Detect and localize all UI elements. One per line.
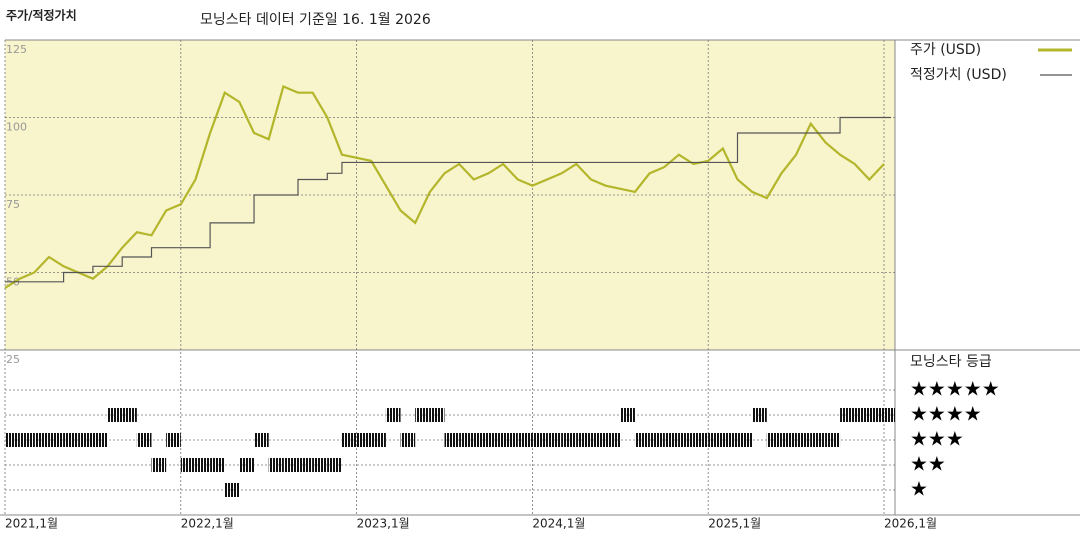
rating-mark (825, 433, 841, 447)
rating-mark (385, 408, 401, 422)
rating-mark (268, 458, 284, 472)
rating-mark (634, 433, 650, 447)
rating-mark (649, 433, 665, 447)
rating-mark (605, 433, 621, 447)
rating-mark (561, 433, 577, 447)
rating-mark (854, 408, 870, 422)
chart-subtitle: 모닝스타 데이터 기준일 16. 1월 2026 (200, 12, 431, 28)
rating-mark (517, 433, 533, 447)
rating-mark (48, 433, 64, 447)
rating-mark (840, 408, 855, 422)
rating-mark (547, 433, 562, 447)
rating-mark (664, 433, 679, 447)
rating-label: ★★★★★ (910, 377, 1000, 401)
x-tick-label: 2024,1월 (532, 517, 585, 531)
rating-mark (708, 433, 723, 447)
rating-mark (341, 433, 357, 447)
rating-mark (254, 433, 269, 447)
rating-mark (107, 408, 123, 422)
x-tick-label: 2022,1월 (181, 517, 234, 531)
rating-mark (5, 433, 20, 447)
rating-mark (166, 433, 181, 447)
rating-label: ★ (910, 477, 928, 501)
rating-mark (678, 433, 694, 447)
rating-mark (752, 408, 767, 422)
rating-mark (576, 433, 591, 447)
x-tick-label: 2026,1월 (884, 517, 937, 531)
rating-mark (620, 408, 635, 422)
legend-label: 적정가치 (USD) (910, 67, 1007, 83)
rating-mark (400, 433, 416, 447)
rating-mark (283, 458, 298, 472)
legend-label: 주가 (USD) (910, 42, 981, 58)
rating-label: ★★★★ (910, 402, 982, 426)
rating-mark (151, 458, 167, 472)
rating-mark (34, 433, 49, 447)
rating-mark (312, 458, 328, 472)
rating-mark (473, 433, 489, 447)
rating-mark (722, 433, 738, 447)
rating-mark (869, 408, 884, 422)
rating-mark (210, 458, 225, 472)
rating-label: ★★★ (910, 427, 964, 451)
x-tick-label: 2021,1월 (5, 517, 58, 531)
rating-mark (122, 408, 137, 422)
rating-mark (195, 458, 211, 472)
rating-mark (737, 433, 753, 447)
rating-mark (19, 433, 35, 447)
rating-mark (488, 433, 504, 447)
series-line (5, 116, 891, 283)
rating-mark (781, 433, 797, 447)
rating-mark (356, 433, 372, 447)
rating-mark (532, 433, 548, 447)
series-line (4, 84, 885, 289)
rating-mark (591, 433, 606, 447)
x-tick-label: 2023,1월 (357, 517, 410, 531)
rating-mark (92, 433, 108, 447)
x-tick-label: 2025,1월 (708, 517, 761, 531)
rating-mark (298, 458, 313, 472)
rating-mark (884, 408, 895, 422)
rating-mark (766, 433, 782, 447)
rating-label: ★★ (910, 452, 946, 476)
y-tick-label: 75 (6, 198, 20, 211)
rating-mark (180, 458, 196, 472)
rating-mark (136, 433, 152, 447)
rating-mark (429, 408, 445, 422)
rating-mark (503, 433, 518, 447)
chart-title: 주가/적정가치 (6, 8, 77, 23)
rating-mark (810, 433, 826, 447)
rating-mark (224, 483, 240, 497)
y-tick-label: 125 (6, 43, 27, 56)
rating-mark (415, 408, 430, 422)
rating-mark (63, 433, 79, 447)
rating-mark (459, 433, 474, 447)
rating-mark (239, 458, 255, 472)
y-tick-label: 100 (6, 121, 27, 134)
rating-mark (78, 433, 93, 447)
rating-mark (693, 433, 709, 447)
rating-mark (327, 458, 342, 472)
rating-mark (444, 433, 460, 447)
rating-mark (371, 433, 386, 447)
y-tick-label: 25 (6, 353, 20, 366)
rating-mark (796, 433, 811, 447)
rating-title: 모닝스타 등급 (910, 354, 992, 370)
